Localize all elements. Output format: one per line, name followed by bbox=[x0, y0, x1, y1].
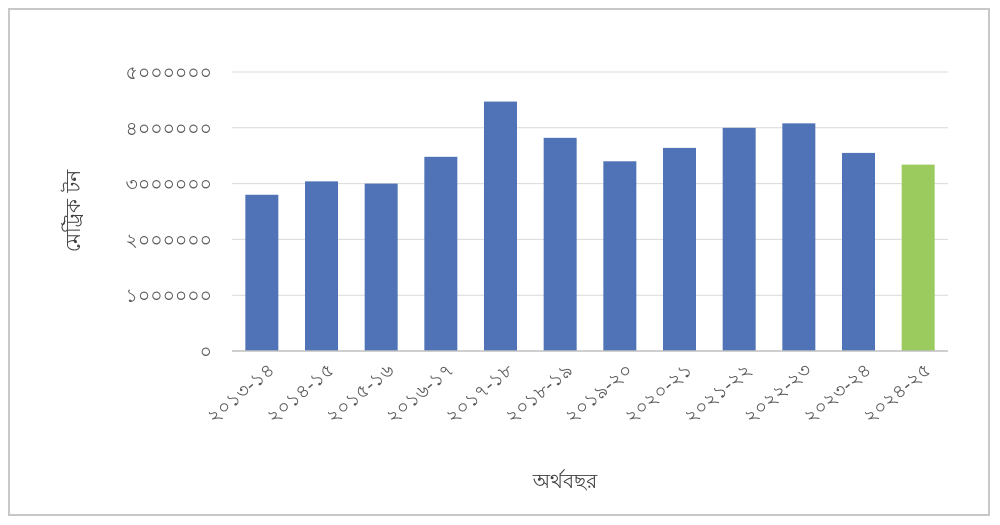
y-tick-label: ১০০০০০০ bbox=[126, 285, 212, 307]
bar bbox=[424, 156, 458, 351]
x-axis-title: অর্থবছর bbox=[532, 469, 599, 493]
bar bbox=[484, 101, 517, 351]
y-tick-label: ৪০০০০০০ bbox=[126, 118, 212, 140]
bar bbox=[663, 147, 696, 351]
bar bbox=[543, 137, 577, 351]
y-tick-label: ০ bbox=[200, 341, 212, 363]
bar bbox=[603, 161, 637, 351]
y-tick-label: ২০০০০০০ bbox=[126, 229, 212, 251]
bar bbox=[842, 152, 875, 351]
bar bbox=[901, 164, 935, 351]
y-tick-label: ৩০০০০০০ bbox=[126, 174, 212, 196]
x-tick-label: ২০২৪-২৫ bbox=[859, 359, 935, 428]
bar bbox=[364, 183, 398, 351]
bar bbox=[305, 181, 338, 351]
y-axis-title: মেট্রিক টন bbox=[61, 169, 85, 252]
bar bbox=[245, 194, 279, 351]
bar bbox=[782, 123, 816, 351]
y-axis-tick-labels: ০ ১০০০০০০ ২০০০০০০ ৩০০০০০০ ৪০০০০০০ ৫০০০০০০ bbox=[126, 62, 212, 363]
gridlines bbox=[232, 71, 948, 296]
x-axis-tick-labels: ২০১৩-১৪২০১৪-১৫২০১৫-১৬২০১৬-১৭২০১৭-১৮২০১৮-… bbox=[203, 359, 935, 428]
bars bbox=[245, 101, 935, 351]
bar bbox=[722, 127, 756, 351]
y-tick-label: ৫০০০০০০ bbox=[126, 62, 212, 84]
